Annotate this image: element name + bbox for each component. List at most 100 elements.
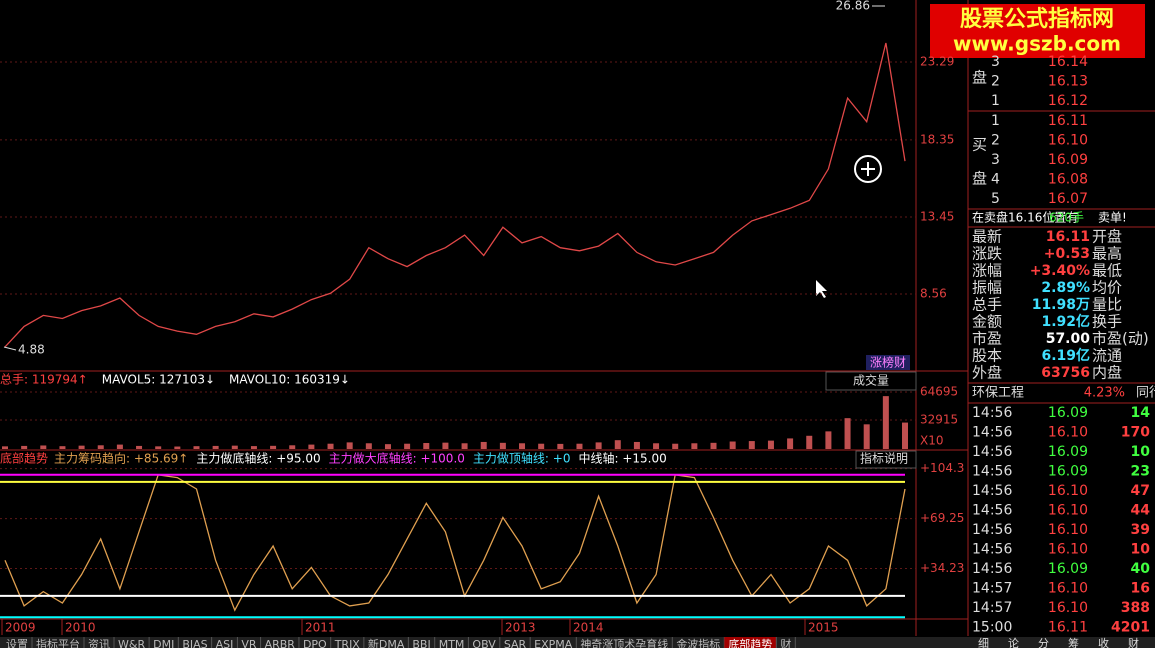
trade-price: 16.10	[1048, 542, 1088, 558]
y-tick-label: 64695	[920, 385, 958, 399]
trade-price: 16.11	[1048, 620, 1088, 636]
tab[interactable]: 金波指标	[676, 637, 720, 648]
x-tick-label: 2010	[65, 621, 96, 635]
dropdown-bg[interactable]	[825, 371, 917, 391]
tab[interactable]: BIAS	[182, 638, 207, 648]
volume-bar	[21, 445, 28, 449]
trade-time: 14:56	[972, 483, 1012, 499]
quote-value: 2.89%	[1041, 280, 1090, 296]
volume-bar	[480, 441, 487, 449]
book-price: 16.11	[1048, 113, 1088, 129]
x-tick-label: 2013	[505, 621, 536, 635]
side-tab[interactable]: 筹	[1068, 636, 1079, 648]
tab[interactable]: 神奇涨顶术孕育线	[580, 637, 668, 648]
volume-bar	[863, 424, 870, 449]
tab[interactable]: 新DMA	[368, 637, 405, 648]
tab[interactable]: BBI	[412, 638, 430, 648]
volume-bar	[461, 443, 468, 449]
book-price: 16.10	[1048, 133, 1088, 149]
tab[interactable]: 底部趋势	[728, 637, 772, 648]
volume-bar	[289, 445, 296, 449]
tab[interactable]: DMI	[153, 638, 174, 648]
legend-item: MAVOL10: 160319↓	[229, 373, 350, 387]
trade-volume: 10	[1131, 542, 1151, 558]
volume-bar	[40, 445, 47, 449]
volume-bar	[691, 443, 698, 449]
legend-item: 主力做顶轴线: +0	[473, 451, 571, 466]
quote-label: 金额	[972, 313, 1002, 331]
volume-bar	[595, 442, 602, 449]
tab[interactable]: VR	[241, 638, 257, 648]
volume-bar	[633, 441, 640, 449]
trade-time: 14:56	[972, 561, 1012, 577]
volume-bar	[97, 445, 104, 449]
trade-price: 16.09	[1048, 405, 1088, 421]
badge[interactable]: 涨榜财	[870, 355, 906, 370]
tab[interactable]: 财	[780, 637, 791, 648]
volume-bar	[116, 444, 123, 449]
quote-label: 内盘	[1092, 364, 1122, 382]
side-tab[interactable]: 财	[1128, 636, 1139, 648]
y-tick-label: 32915	[920, 413, 958, 427]
tab[interactable]: W&R	[118, 638, 145, 648]
volume-bar	[346, 442, 353, 449]
x-tick-label: 2009	[5, 621, 36, 635]
quote-label: 涨跌	[972, 245, 1002, 263]
tab[interactable]: DPO	[303, 638, 327, 648]
side-tab-bar	[968, 637, 1155, 648]
tab[interactable]: 设置	[6, 638, 28, 648]
volume-bar	[538, 443, 545, 449]
tab[interactable]: OBV	[472, 638, 496, 648]
volume-bar	[787, 438, 794, 449]
volume-bar	[270, 445, 277, 449]
x-tick-label: 2011	[305, 621, 336, 635]
low-marker	[3, 346, 17, 351]
side-tab[interactable]: 分	[1038, 637, 1049, 648]
volume-bar	[672, 443, 679, 449]
tab[interactable]: SAR	[504, 638, 527, 648]
tab[interactable]: MTM	[439, 638, 465, 648]
series-line	[4, 474, 906, 612]
tab[interactable]: EXPMA	[534, 638, 573, 648]
quote-label: 量比	[1092, 296, 1122, 314]
trade-time: 14:56	[972, 542, 1012, 558]
dropdown[interactable]: 成交量	[853, 373, 889, 388]
y-tick-label: 23.29	[920, 55, 954, 69]
quote-value: +0.53	[1044, 246, 1090, 262]
book-level: 2	[991, 133, 1000, 149]
quote-label: 最新	[972, 228, 1002, 246]
side-tab[interactable]: 收	[1098, 636, 1109, 648]
tab[interactable]: 资讯	[88, 638, 110, 648]
help-bg[interactable]	[855, 450, 917, 469]
side-tab[interactable]: 论	[1008, 636, 1019, 648]
volume-bar	[174, 446, 181, 449]
quote-label: 最高	[1092, 245, 1122, 263]
quote-label: 总手	[972, 296, 1002, 314]
book-level: 1	[991, 93, 1000, 109]
trade-price: 16.10	[1048, 503, 1088, 519]
volume-bar	[193, 446, 200, 449]
tab[interactable]: ARBR	[265, 638, 296, 648]
book-side: 盘	[972, 69, 987, 87]
help-button[interactable]: 指标说明	[860, 451, 908, 466]
legend-item: MAVOL5: 127103↓	[102, 373, 215, 387]
trade-price: 16.10	[1048, 581, 1088, 597]
low-label: 4.88	[18, 343, 45, 357]
sector-peer[interactable]: 同行	[1136, 386, 1155, 401]
tab[interactable]: 指标平台	[36, 637, 80, 648]
quote-value: 1.92亿	[1041, 313, 1090, 330]
tab[interactable]: ASI	[216, 638, 234, 648]
trade-volume: 39	[1131, 522, 1150, 538]
trade-time: 14:56	[972, 425, 1012, 441]
volume-bar	[653, 443, 660, 449]
tab[interactable]: TRIX	[334, 638, 361, 648]
quote-label: 外盘	[972, 364, 1002, 382]
trade-volume: 16	[1131, 581, 1150, 597]
sector-name: 环保工程	[972, 386, 1024, 401]
volume-bar	[576, 443, 583, 449]
volume-bar	[710, 442, 717, 449]
side-tab[interactable]: 细	[978, 637, 989, 648]
trade-time: 14:56	[972, 405, 1012, 421]
trade-price: 16.10	[1048, 600, 1088, 616]
